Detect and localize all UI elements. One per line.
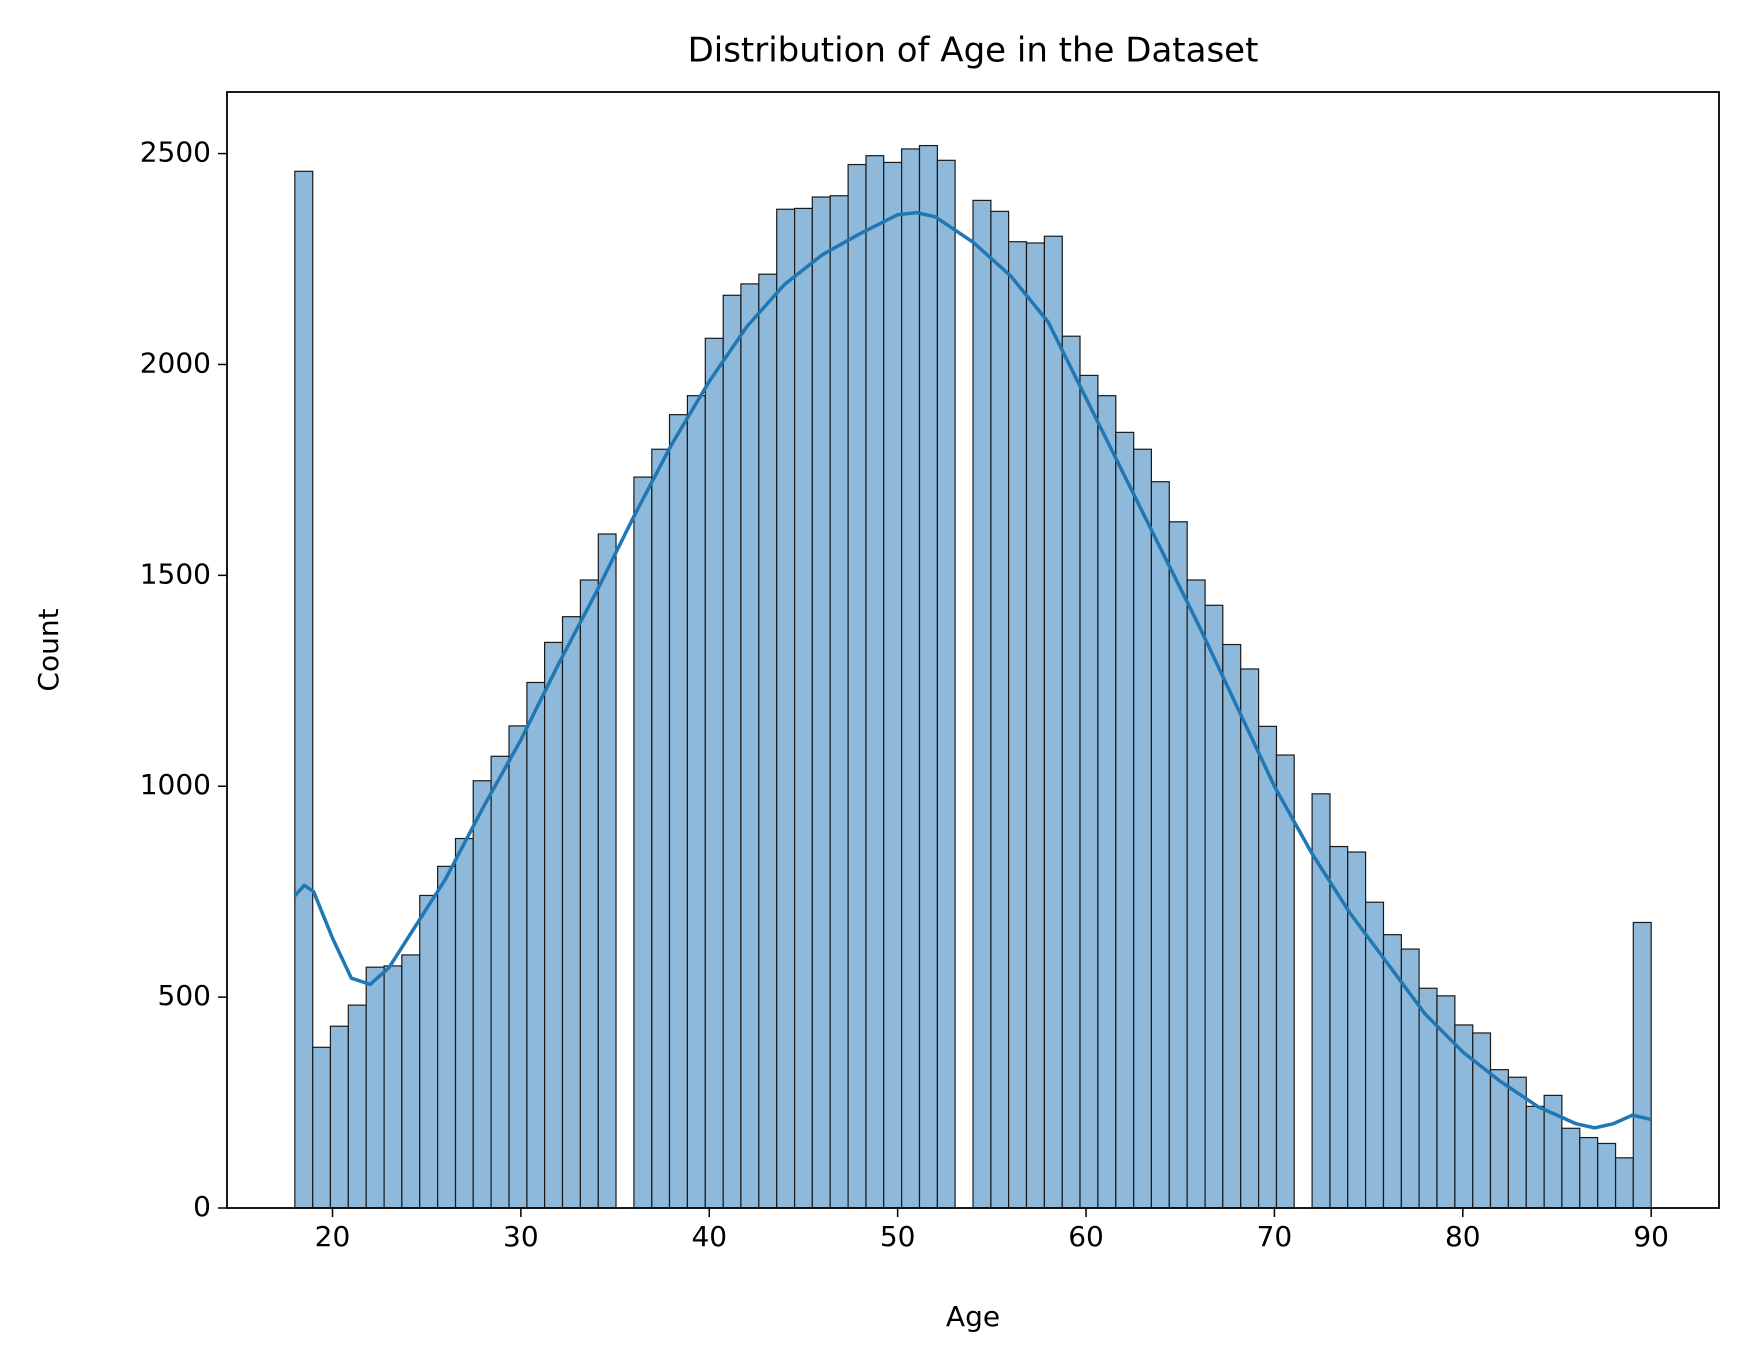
y-tick-label: 1000 — [140, 768, 211, 801]
bar — [794, 207, 813, 1209]
bar — [544, 641, 564, 1209]
x-tick-label: 30 — [503, 1220, 539, 1253]
bar — [1150, 481, 1170, 1209]
bar — [561, 616, 582, 1209]
bar — [597, 533, 617, 1209]
chart-title: Distribution of Age in the Dataset — [688, 31, 1259, 71]
bar — [1222, 643, 1242, 1209]
bar — [526, 681, 546, 1209]
bar — [990, 210, 1010, 1209]
bar — [1115, 431, 1135, 1209]
bar — [1025, 242, 1045, 1209]
bar — [1133, 448, 1152, 1209]
bar — [883, 161, 903, 1209]
bar — [901, 148, 921, 1209]
y-tick-label: 500 — [158, 979, 211, 1012]
bar — [437, 865, 457, 1209]
bar — [329, 1025, 349, 1209]
bar — [1257, 725, 1278, 1209]
x-tick-label: 50 — [880, 1220, 916, 1253]
bar — [1632, 921, 1652, 1209]
bar — [1186, 579, 1206, 1209]
bar — [1347, 851, 1367, 1209]
bar — [936, 159, 956, 1209]
bar — [651, 448, 671, 1209]
bar — [1008, 241, 1028, 1209]
bar — [401, 954, 421, 1209]
y-tick-label: 2000 — [140, 346, 211, 379]
bar — [1329, 845, 1349, 1209]
bar — [686, 395, 706, 1209]
y-axis-label: Count — [32, 608, 65, 691]
bar — [829, 195, 849, 1209]
bar — [419, 894, 439, 1209]
bar — [1204, 604, 1224, 1209]
bar — [972, 199, 992, 1209]
bar — [1597, 1142, 1617, 1209]
bar — [1472, 1032, 1492, 1209]
bar — [740, 283, 760, 1209]
bar — [865, 155, 885, 1209]
bar — [579, 579, 599, 1209]
bar — [722, 294, 742, 1209]
x-tick-label: 20 — [315, 1220, 351, 1253]
bar — [1489, 1069, 1509, 1209]
bar — [365, 966, 385, 1209]
y-tick-label: 0 — [193, 1190, 211, 1223]
bar — [1097, 395, 1117, 1209]
bar — [312, 1046, 332, 1209]
y-tick-label: 1500 — [140, 557, 211, 590]
x-tick-label: 70 — [1257, 1220, 1293, 1253]
x-tick-label: 80 — [1445, 1220, 1481, 1253]
bar — [918, 144, 938, 1209]
bar — [490, 755, 510, 1209]
bar — [294, 170, 314, 1209]
bar — [1043, 235, 1063, 1209]
x-tick-label: 40 — [691, 1220, 727, 1253]
x-tick-label: 90 — [1633, 1220, 1669, 1253]
bar — [704, 337, 724, 1209]
bar — [1275, 754, 1295, 1209]
bar — [454, 837, 474, 1209]
bar — [1525, 1105, 1545, 1209]
bar — [508, 725, 528, 1209]
bar — [347, 1004, 367, 1209]
x-tick-label: 60 — [1068, 1220, 1104, 1253]
bar — [1614, 1157, 1634, 1209]
bar — [1579, 1136, 1599, 1209]
bar — [633, 476, 653, 1209]
bar — [847, 163, 867, 1209]
bar — [811, 196, 831, 1209]
bar — [668, 414, 689, 1209]
bar — [1168, 521, 1188, 1209]
bar — [383, 965, 403, 1209]
x-axis-label: Age — [946, 1300, 1000, 1333]
bar — [758, 273, 778, 1209]
y-tick-label: 2500 — [140, 136, 211, 169]
plot-frame — [226, 91, 1720, 1209]
bar — [1561, 1127, 1581, 1209]
kde-line — [293, 210, 1652, 1130]
bar — [472, 780, 492, 1209]
bar — [1079, 374, 1099, 1209]
bar — [776, 208, 796, 1209]
bar — [1061, 335, 1081, 1209]
